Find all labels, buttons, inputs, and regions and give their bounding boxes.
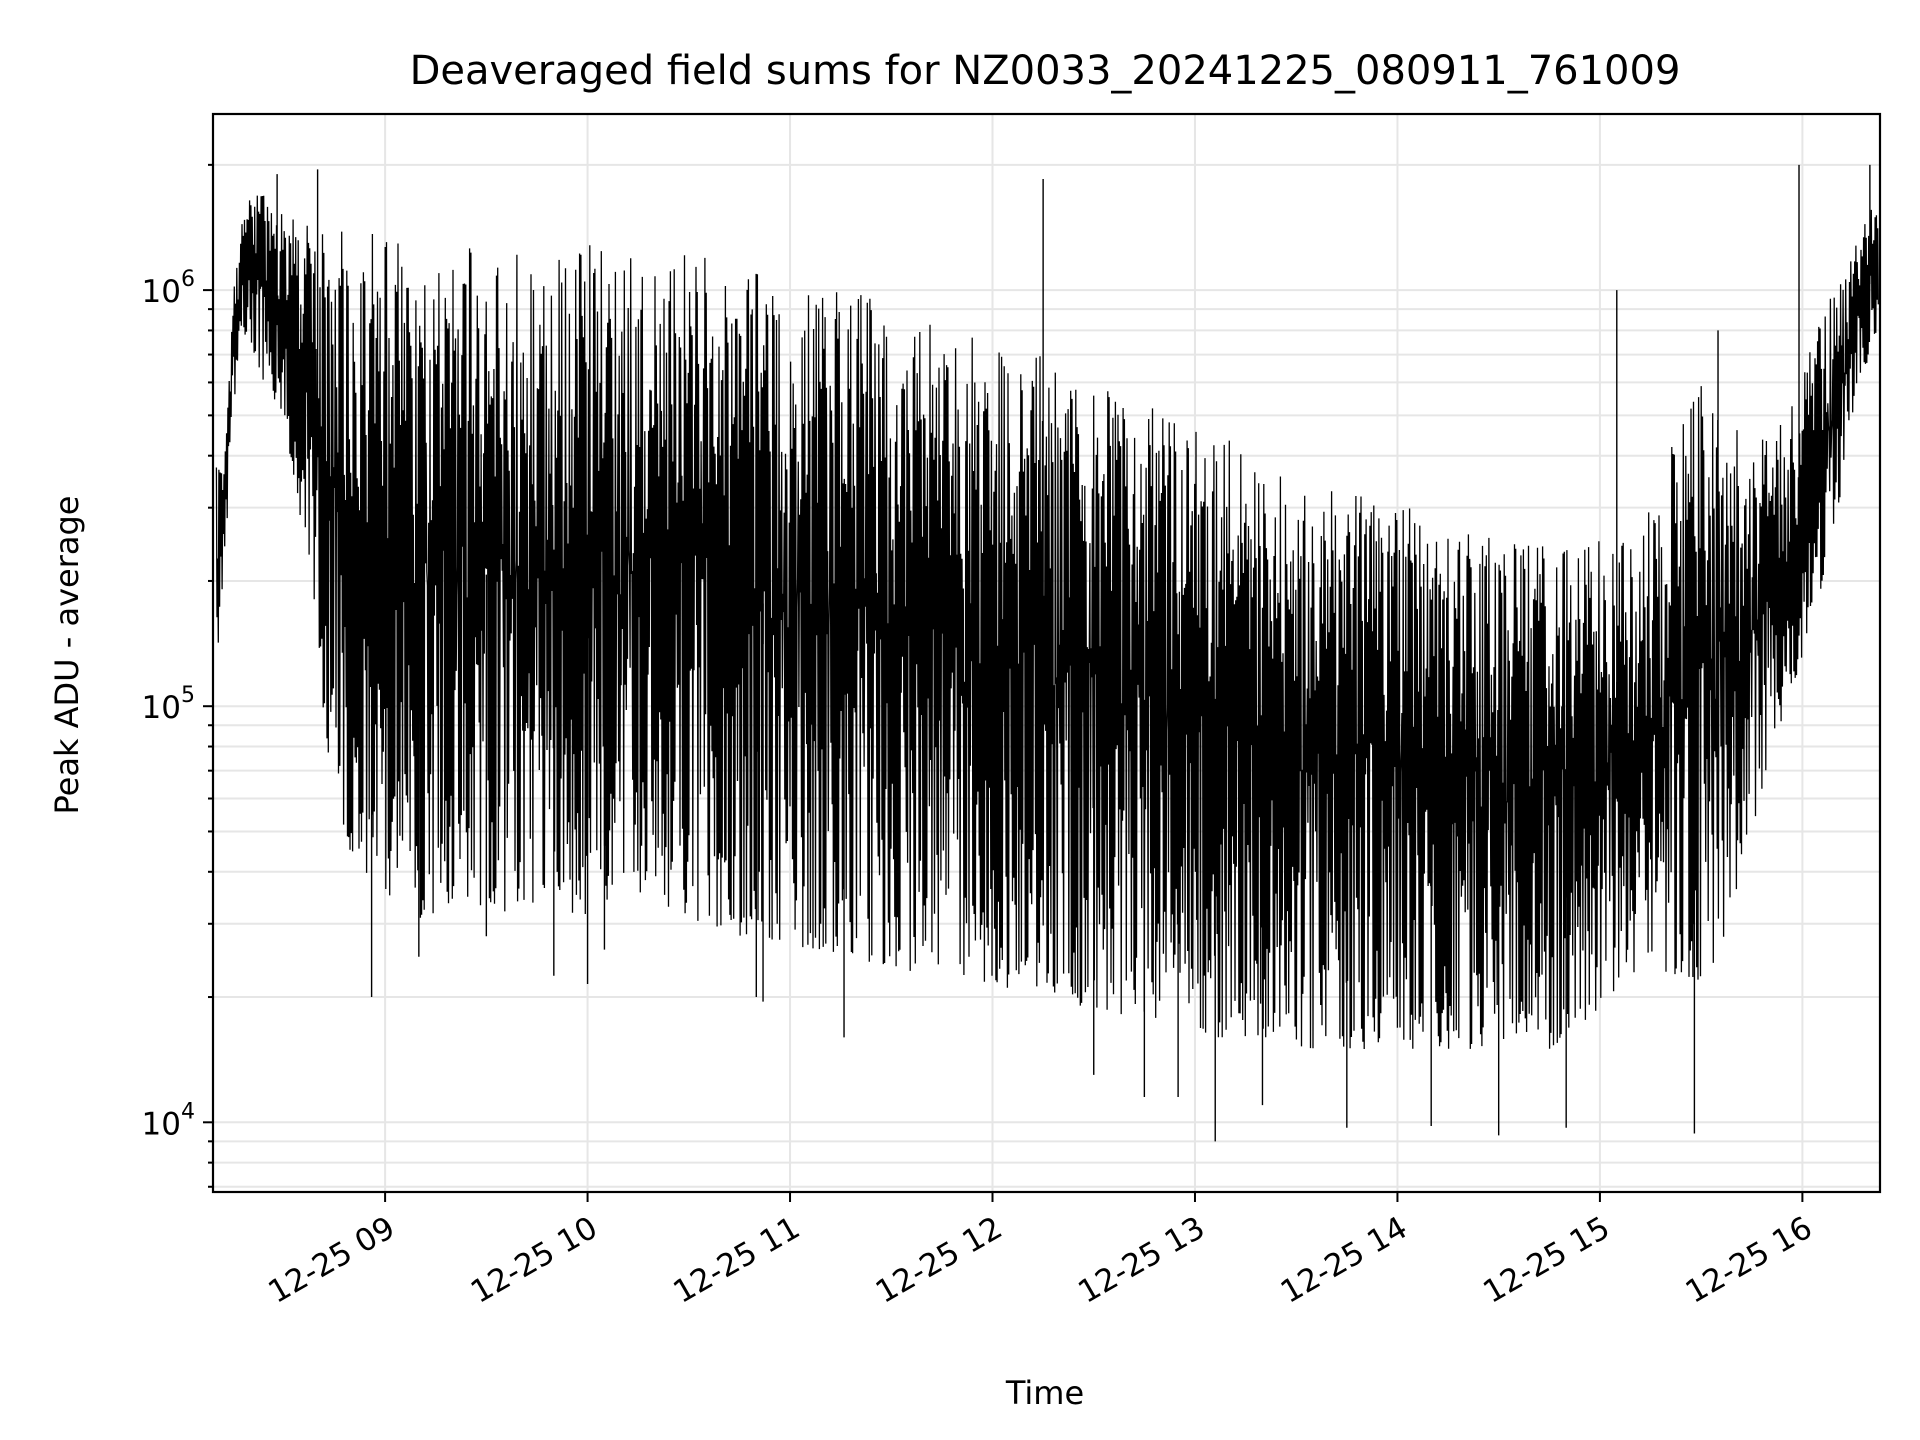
- y-tick-label: 106: [142, 267, 195, 310]
- y-tick-exponent: 6: [181, 267, 195, 292]
- x-axis-label: Time: [1005, 1374, 1084, 1412]
- y-tick-base: 10: [142, 1106, 181, 1142]
- data-layer: [215, 164, 1879, 1142]
- y-tick-exponent: 5: [181, 683, 195, 708]
- y-tick-base: 10: [142, 690, 181, 726]
- chart-title: Deaveraged field sums for NZ0033_2024122…: [410, 48, 1681, 94]
- y-tick-label: 105: [142, 683, 195, 726]
- y-tick-exponent: 4: [181, 1099, 195, 1124]
- series-line: [215, 195, 1879, 1050]
- plot-frame: [211, 112, 1882, 1194]
- y-tick-label: 104: [142, 1099, 195, 1142]
- y-axis-label: Peak ADU - average: [48, 496, 86, 815]
- y-tick-base: 10: [142, 274, 181, 310]
